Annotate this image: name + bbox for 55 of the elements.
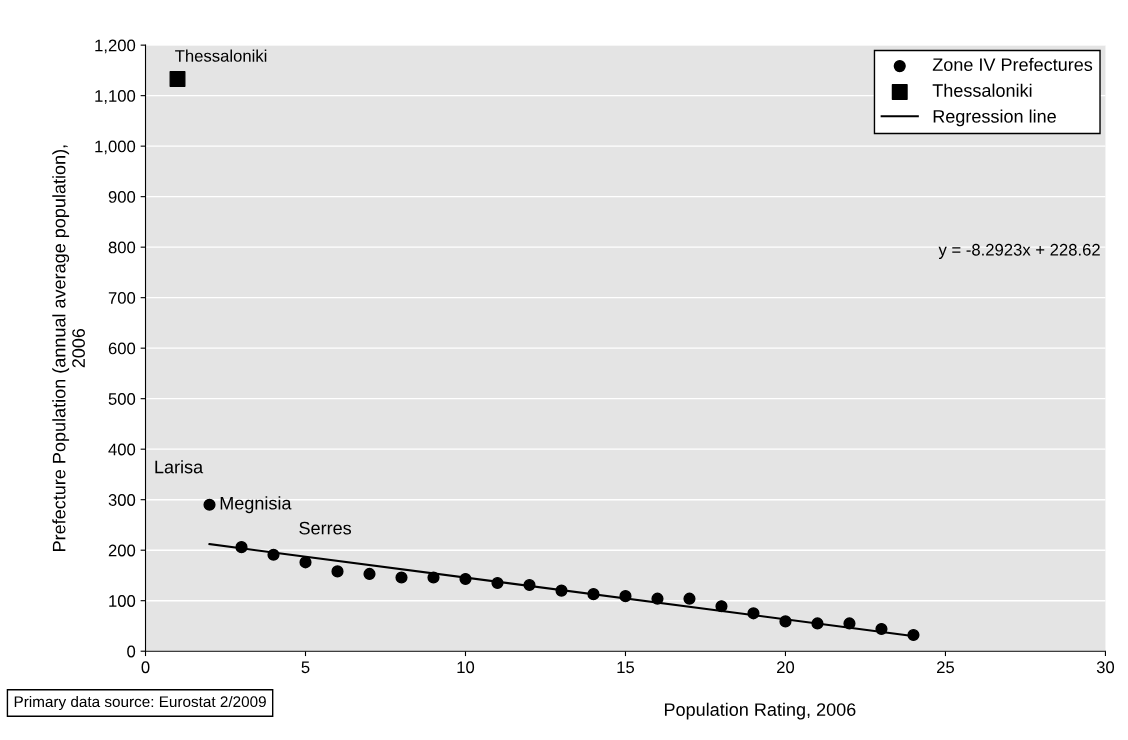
- annotation: Megnisia: [220, 496, 292, 514]
- point: [299, 556, 312, 569]
- annotation: Larisa: [155, 460, 204, 474]
- legend-label: Regression line: [933, 109, 1056, 127]
- y-tick-label: 0: [127, 645, 136, 658]
- point: [523, 578, 536, 592]
- point: [907, 628, 920, 642]
- point: [363, 567, 376, 581]
- x-tick-label: 5: [301, 661, 310, 674]
- legend-label: Zone IV Prefectures: [932, 57, 1093, 72]
- point: [587, 588, 600, 601]
- legend-label: Thessaloniki: [932, 83, 1032, 97]
- y-tick-label: 600: [108, 342, 136, 355]
- point: [427, 571, 440, 584]
- annotation: Serres: [299, 521, 352, 535]
- point: [683, 592, 696, 605]
- y-tick-label: 800: [108, 241, 136, 254]
- y-tick-label: 100: [109, 595, 136, 607]
- x-tick-label: 25: [937, 661, 955, 674]
- text: Primary data source: Eurostat 2/2009: [14, 695, 266, 711]
- x-axis-title: Population Rating, 2006: [664, 702, 856, 720]
- point: [811, 617, 824, 630]
- x-tick-label: 10: [457, 661, 475, 674]
- point: [203, 498, 216, 511]
- point: [715, 600, 728, 613]
- y-tick-label: 700: [108, 292, 136, 304]
- point: [331, 565, 344, 578]
- point: [843, 617, 856, 630]
- x-tick-label: 20: [777, 661, 795, 674]
- point: [395, 571, 408, 584]
- x-tick-label: 30: [1096, 661, 1115, 674]
- point: [555, 584, 568, 597]
- y-tick-label: 500: [108, 393, 136, 405]
- point: [651, 592, 664, 605]
- point: [779, 615, 792, 628]
- annotation: Thessaloniki: [175, 49, 267, 62]
- y-tick-label: 400: [108, 443, 136, 456]
- point: [875, 622, 888, 636]
- y-tick-label: 300: [108, 494, 136, 506]
- point: [491, 576, 504, 590]
- point: [619, 590, 632, 603]
- x-tick-label: 0: [141, 661, 150, 674]
- y-tick-label: 1,100: [95, 90, 136, 104]
- x-tick-label: 15: [617, 661, 635, 674]
- y-axis-title: Prefecture Population (annual average population), 2006: [52, 145, 85, 551]
- point: [267, 548, 280, 561]
- annotation: y = -8.2923x + 228.62: [938, 243, 1100, 259]
- point: [459, 572, 472, 586]
- point: [169, 70, 186, 87]
- point: [235, 541, 248, 554]
- y-tick-label: 900: [108, 191, 136, 203]
- y-tick-label: 200: [108, 544, 136, 557]
- point: [747, 607, 760, 620]
- y-tick-label: 1,200: [95, 39, 136, 54]
- y-tick-label: 1,000: [95, 140, 136, 155]
